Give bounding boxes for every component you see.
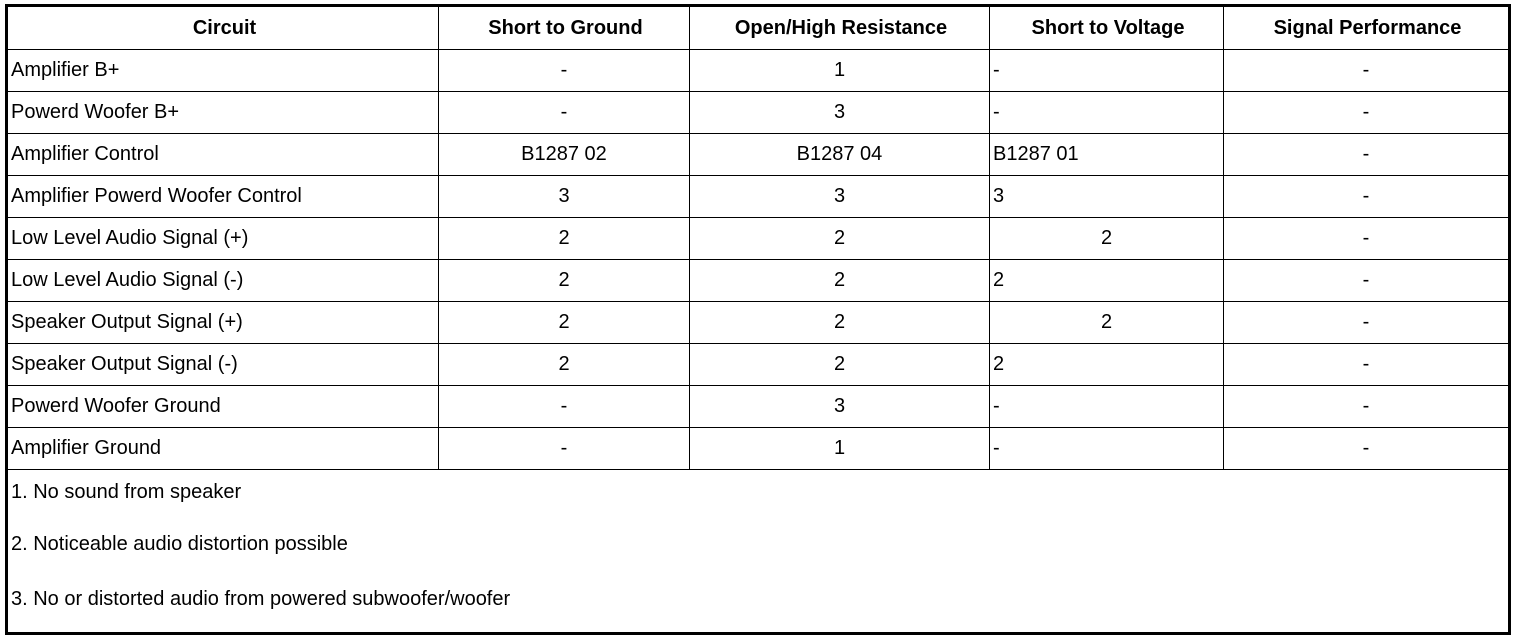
cell-short-to-ground: 2: [438, 259, 690, 302]
cell-short-to-voltage: -: [989, 385, 1224, 428]
table-row: Powerd Woofer B+ -3- -: [6, 91, 1510, 134]
cell-signal-performance: -: [1223, 217, 1510, 260]
cell-short-to-voltage: 2: [989, 343, 1224, 386]
table-row: Speaker Output Signal (-) 2 2 2-: [6, 343, 1510, 386]
cell-short-to-voltage: -: [989, 49, 1224, 92]
cell-signal-performance: -: [1223, 301, 1510, 344]
cell-signal-performance: -: [1223, 133, 1510, 176]
note-3: 3. No or distorted audio from powered su…: [11, 588, 511, 610]
header-short-to-voltage: Short to Voltage: [989, 5, 1224, 50]
header-short-to-ground: Short to Ground: [438, 5, 690, 50]
cell-open-high-resistance: 3: [689, 175, 990, 218]
notes-cell: 1. No sound from speaker 2. Noticeable a…: [6, 469, 1510, 634]
note-1: 1. No sound from speaker: [11, 481, 242, 503]
note-2: 2. Noticeable audio distortion possible: [11, 533, 348, 555]
cell-short-to-ground: B1287 02: [438, 133, 690, 176]
cell-open-high-resistance: 1: [689, 49, 990, 92]
cell-circuit: Speaker Output Signal (+): [6, 301, 439, 344]
header-circuit: Circuit: [6, 5, 439, 50]
cell-circuit: Amplifier Ground: [6, 427, 439, 470]
cell-open-high-resistance: 2: [689, 259, 990, 302]
cell-circuit: Amplifier Control: [6, 133, 439, 176]
table-row: Amplifier Control B1287 02 B1287 04 B1287 0…: [6, 133, 1510, 176]
table-row: Amplifier B+ -1- -: [6, 49, 1510, 92]
cell-signal-performance: -: [1223, 91, 1510, 134]
cell-open-high-resistance: B1287 04: [689, 133, 990, 176]
header-open-high-resistance: Open/High Resistance: [689, 5, 990, 50]
cell-circuit: Low Level Audio Signal (-): [6, 259, 439, 302]
cell-open-high-resistance: 3: [689, 91, 990, 134]
cell-open-high-resistance: 3: [689, 385, 990, 428]
cell-short-to-ground: -: [438, 385, 690, 428]
cell-short-to-ground: -: [438, 427, 690, 470]
table-row: Powerd Woofer Ground -3- -: [6, 385, 1510, 428]
header-signal-performance: Signal Performance: [1223, 5, 1510, 50]
cell-short-to-voltage: B1287 01: [989, 133, 1224, 176]
cell-signal-performance: -: [1223, 259, 1510, 302]
cell-short-to-ground: 2: [438, 301, 690, 344]
cell-open-high-resistance: 2: [689, 343, 990, 386]
cell-short-to-ground: 3: [438, 175, 690, 218]
cell-signal-performance: -: [1223, 343, 1510, 386]
cell-circuit: Amplifier B+: [6, 49, 439, 92]
cell-short-to-ground: 2: [438, 217, 690, 260]
cell-circuit: Powerd Woofer Ground: [6, 385, 439, 428]
cell-circuit: Amplifier Powerd Woofer Control: [6, 175, 439, 218]
cell-circuit: Powerd Woofer B+: [6, 91, 439, 134]
header-row: Circuit Short to Ground Open/High Resistan…: [6, 5, 1510, 50]
table-row: Low Level Audio Signal (+) 2 2 2-: [6, 217, 1510, 260]
cell-short-to-ground: 2: [438, 343, 690, 386]
circuit-diagnostic-table: Circuit Short to Ground Open/High Resistan…: [5, 4, 1511, 635]
cell-signal-performance: -: [1223, 175, 1510, 218]
table-row: Speaker Output Signal (+) 2 2 2-: [6, 301, 1510, 344]
cell-open-high-resistance: 1: [689, 427, 990, 470]
cell-open-high-resistance: 2: [689, 217, 990, 260]
cell-short-to-voltage: -: [989, 91, 1224, 134]
cell-short-to-voltage: -: [989, 427, 1224, 470]
cell-signal-performance: -: [1223, 385, 1510, 428]
cell-short-to-voltage: 2: [989, 217, 1224, 260]
cell-short-to-ground: -: [438, 49, 690, 92]
cell-circuit: Speaker Output Signal (-): [6, 343, 439, 386]
cell-short-to-voltage: 3: [989, 175, 1224, 218]
cell-circuit: Low Level Audio Signal (+): [6, 217, 439, 260]
table-row: Low Level Audio Signal (-) 2 2 2-: [6, 259, 1510, 302]
cell-open-high-resistance: 2: [689, 301, 990, 344]
table-row: Amplifier Ground -1- -: [6, 427, 1510, 470]
cell-short-to-voltage: 2: [989, 259, 1224, 302]
cell-short-to-voltage: 2: [989, 301, 1224, 344]
cell-short-to-ground: -: [438, 91, 690, 134]
cell-signal-performance: -: [1223, 427, 1510, 470]
table-row: Amplifier Powerd Woofer Control 3 3 3-: [6, 175, 1510, 218]
cell-signal-performance: -: [1223, 49, 1510, 92]
notes-row: 1. No sound from speaker 2. Noticeable a…: [6, 469, 1510, 634]
